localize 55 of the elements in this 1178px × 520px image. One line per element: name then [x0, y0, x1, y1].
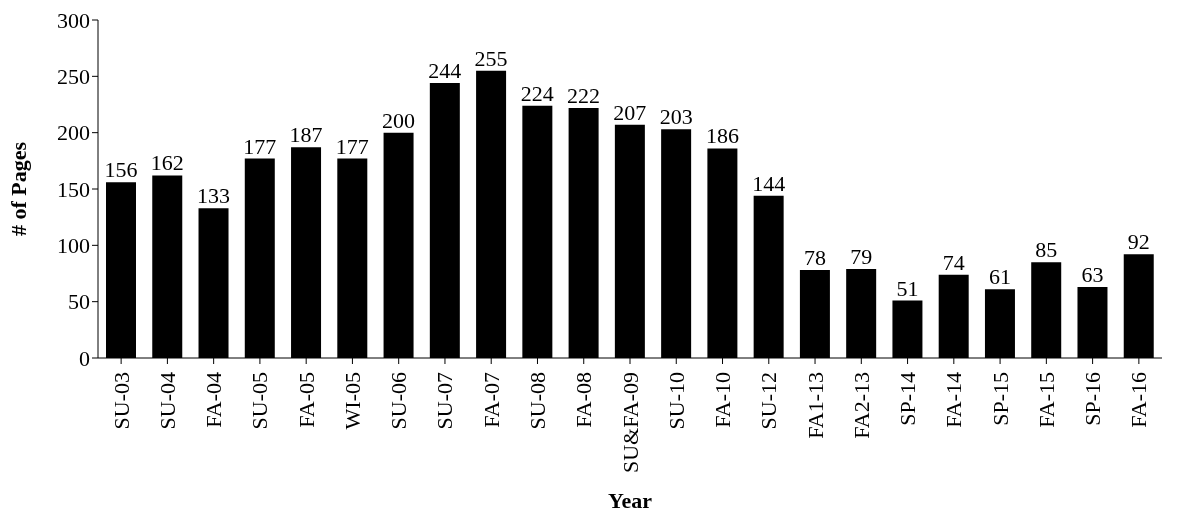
- data-label: 79: [850, 243, 873, 269]
- data-label: 51: [896, 275, 919, 301]
- x-tick-label: SU-12: [756, 372, 782, 430]
- x-tick-label: FA-15: [1033, 372, 1059, 428]
- data-label: 78: [803, 245, 826, 271]
- data-label: 144: [752, 170, 786, 196]
- x-axis-title: Year: [608, 488, 653, 513]
- x-tick-label: SU-04: [154, 372, 180, 430]
- x-tick-label: FA-10: [710, 372, 736, 428]
- x-tick-label: SU-03: [108, 372, 134, 430]
- x-tick-label: SU-07: [432, 372, 458, 430]
- y-tick-label: 100: [57, 233, 90, 259]
- data-label: 156: [104, 157, 138, 183]
- x-tick-label: WI-05: [339, 372, 365, 430]
- data-label: 222: [567, 82, 601, 108]
- data-label: 187: [289, 122, 323, 148]
- y-tick-label: 200: [57, 120, 90, 146]
- data-label: 177: [335, 133, 369, 159]
- x-tick-label: FA1-13: [802, 372, 828, 439]
- y-tick-label: 300: [57, 7, 90, 33]
- data-label: 203: [659, 104, 693, 130]
- x-tick-label: FA-14: [941, 372, 967, 428]
- x-tick-label: SP-15: [987, 372, 1013, 426]
- data-label: 255: [474, 45, 508, 71]
- data-label: 200: [382, 107, 416, 133]
- y-tick-label: 50: [68, 289, 90, 315]
- x-tick-label: SU-10: [663, 372, 689, 430]
- data-label: 224: [520, 80, 554, 106]
- x-tick-label: SU-06: [386, 372, 412, 430]
- y-tick-label: 150: [57, 176, 90, 202]
- data-label: 244: [428, 58, 462, 84]
- y-tick-label: 250: [57, 64, 90, 90]
- data-label: 74: [942, 249, 965, 275]
- data-label: 63: [1081, 262, 1104, 288]
- x-tick-label: FA-16: [1126, 372, 1152, 428]
- data-label: 177: [243, 133, 277, 159]
- x-tick-label: SU-05: [247, 372, 273, 430]
- x-tick-label: FA-08: [571, 372, 597, 428]
- x-tick-label: SP-16: [1080, 372, 1106, 426]
- data-label: 133: [197, 183, 231, 209]
- x-tick-label: SU&FA-09: [617, 372, 643, 474]
- data-label: 186: [705, 123, 739, 149]
- x-tick-label: FA2-13: [848, 372, 874, 439]
- data-label: 207: [613, 99, 647, 125]
- x-tick-label: SU-08: [524, 372, 550, 430]
- data-label: 61: [988, 264, 1011, 290]
- data-label: 92: [1127, 229, 1150, 255]
- x-tick-label: FA-07: [478, 372, 504, 428]
- x-tick-label: FA-04: [201, 372, 227, 428]
- y-tick-label: 0: [79, 345, 90, 371]
- x-tick-label: SP-14: [895, 372, 921, 426]
- data-label: 162: [150, 150, 184, 176]
- y-axis-title: # of Pages: [5, 141, 31, 237]
- x-tick-label: FA-05: [293, 372, 319, 428]
- data-label: 85: [1035, 237, 1058, 263]
